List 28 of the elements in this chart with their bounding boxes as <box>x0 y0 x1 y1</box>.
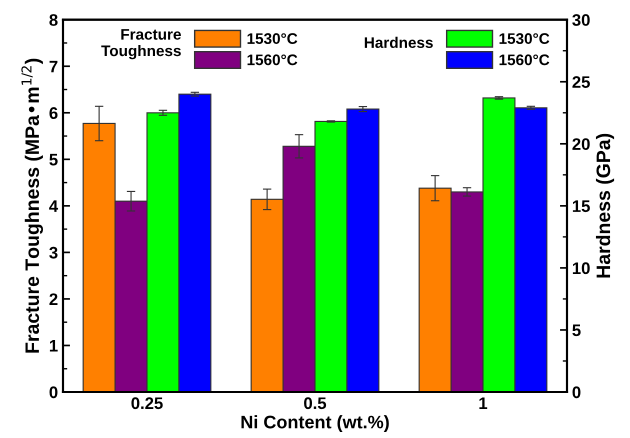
y2-tick-label: 0 <box>572 386 580 398</box>
y-tick-label: 5 <box>49 154 58 166</box>
x-tick-label: 0.5 <box>304 397 326 410</box>
y-tick-label: 2 <box>49 293 58 305</box>
y2-tick-label: 5 <box>572 324 581 336</box>
legend-label: 1530°C <box>500 33 550 44</box>
legend-label: 1560°C <box>248 54 298 66</box>
y-tick-label: 6 <box>49 107 58 119</box>
y2-tick-label: 30 <box>572 14 590 26</box>
legend-label: 1560°C <box>500 54 550 66</box>
y-tick-label: 4 <box>49 200 58 212</box>
x-axis-title: Ni Content (wt.%) <box>241 415 389 432</box>
text: Fracture Toughness <box>101 29 181 60</box>
y2-axis-title: Hardness (GPa) <box>596 134 614 278</box>
y-tick-label: 3 <box>49 246 58 259</box>
y2-tick-label: 20 <box>572 138 590 150</box>
y-tick-label: 8 <box>49 14 58 26</box>
legend-label: 1530°C <box>248 33 298 44</box>
y2-tick-label: 15 <box>572 200 590 212</box>
y-tick-label: 1 <box>50 340 58 352</box>
x-tick-label: 1 <box>479 397 488 409</box>
y-tick-label: 7 <box>50 60 58 72</box>
y2-tick-label: 25 <box>572 76 590 88</box>
text: Hardness <box>364 36 433 48</box>
y2-tick-label: 10 <box>572 262 590 274</box>
y-tick-label: 0 <box>50 386 58 398</box>
x-tick-label: 0.25 <box>131 397 163 410</box>
y-axis-title: Fracture Toughness (MPa•m$^{1/2}$) <box>21 58 44 353</box>
